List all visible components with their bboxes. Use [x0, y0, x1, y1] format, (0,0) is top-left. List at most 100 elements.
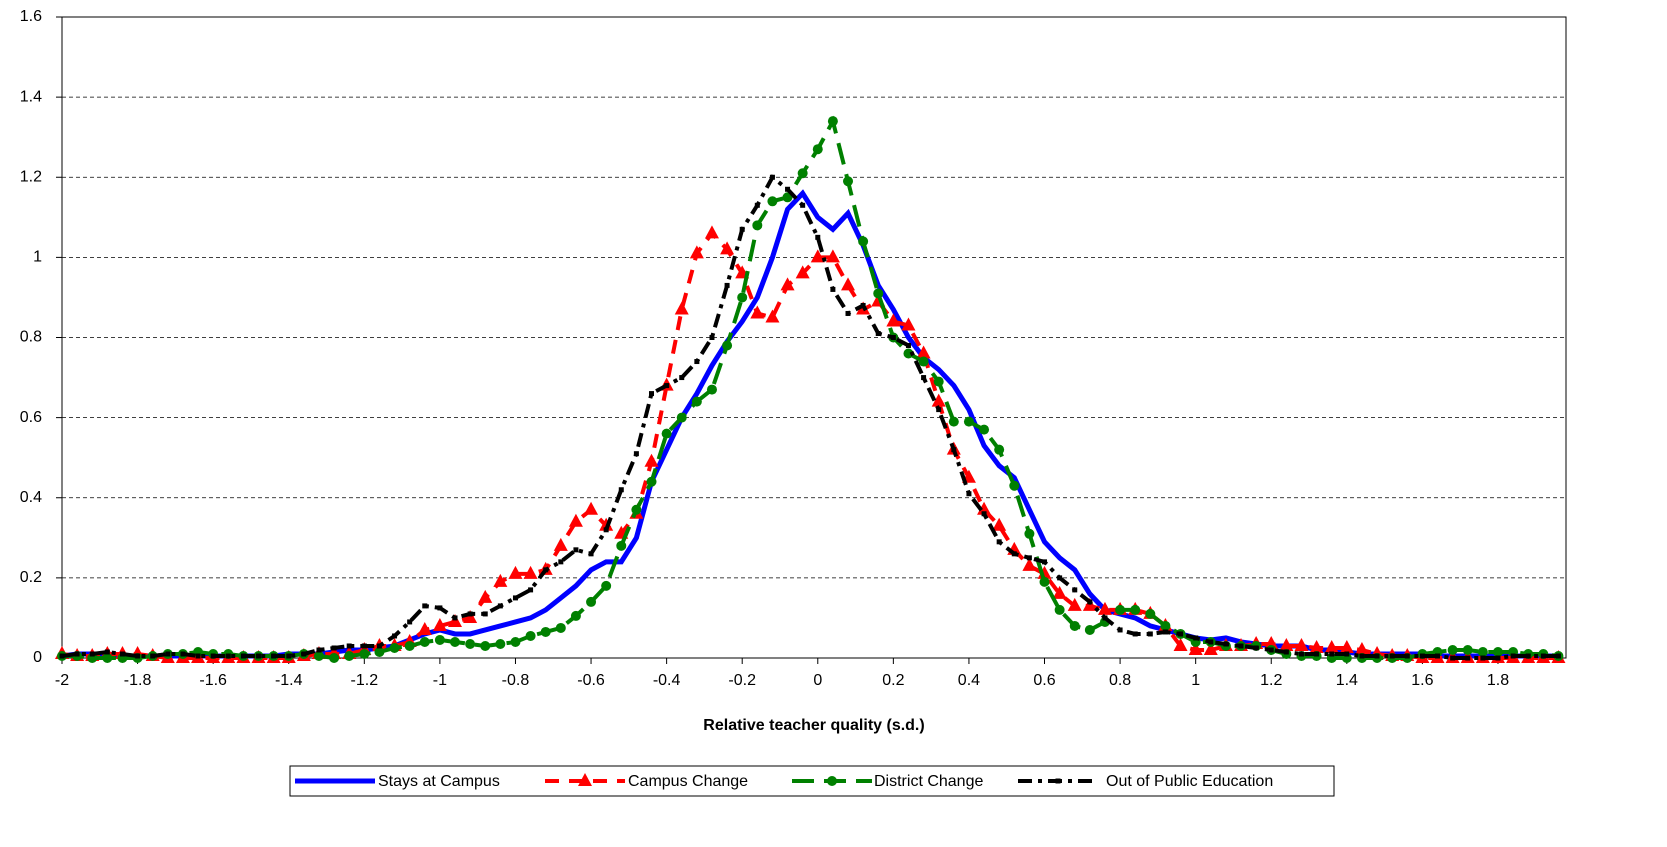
x-tick-label: -0.6	[577, 672, 605, 689]
y-tick-label: 0.8	[20, 329, 42, 346]
marker	[951, 447, 957, 453]
marker	[1011, 551, 1017, 557]
marker	[1480, 655, 1486, 661]
marker	[858, 236, 869, 247]
marker	[644, 453, 659, 467]
marker	[1419, 653, 1425, 659]
marker	[1268, 647, 1274, 653]
marker	[825, 249, 840, 263]
x-tick-label: 1.2	[1260, 672, 1282, 689]
marker	[512, 595, 518, 601]
marker	[417, 621, 432, 635]
marker	[104, 649, 110, 655]
marker	[346, 643, 352, 649]
marker	[558, 559, 564, 565]
marker	[616, 540, 627, 551]
marker	[495, 638, 506, 649]
marker	[633, 451, 639, 457]
marker	[676, 412, 687, 423]
series-line	[61, 230, 1559, 660]
legend-marker	[827, 776, 837, 786]
marker	[210, 653, 216, 659]
marker	[1203, 641, 1218, 655]
marker	[739, 226, 745, 232]
marker	[1329, 651, 1335, 657]
marker	[706, 384, 717, 395]
marker	[119, 651, 125, 657]
marker	[1495, 655, 1501, 661]
marker	[1087, 599, 1093, 605]
marker	[1283, 649, 1289, 655]
marker	[1160, 620, 1171, 631]
marker	[329, 653, 340, 663]
marker	[664, 383, 670, 389]
marker	[1404, 653, 1410, 659]
marker	[601, 580, 612, 591]
marker	[1132, 631, 1138, 637]
marker	[694, 359, 700, 365]
marker	[1324, 639, 1339, 653]
marker	[1173, 637, 1188, 651]
marker	[573, 547, 579, 553]
x-tick-label: -1.8	[124, 672, 152, 689]
x-tick-label: -1.2	[351, 672, 379, 689]
marker	[1314, 651, 1320, 657]
marker	[180, 651, 186, 657]
marker	[1072, 587, 1078, 593]
marker	[588, 551, 594, 557]
marker	[903, 348, 914, 359]
marker	[59, 653, 65, 659]
marker	[948, 416, 959, 427]
marker	[1039, 576, 1050, 587]
marker	[767, 196, 778, 207]
x-tick-label: -0.8	[502, 672, 530, 689]
marker	[661, 428, 672, 439]
marker	[992, 517, 1007, 531]
x-tick-label: -1.6	[199, 672, 227, 689]
marker	[1067, 597, 1082, 611]
series-line	[62, 115, 1559, 661]
marker	[359, 648, 370, 659]
marker	[523, 565, 538, 579]
x-tick-label: -1	[433, 672, 447, 689]
marker	[434, 634, 445, 645]
marker	[603, 527, 609, 533]
marker	[1193, 635, 1199, 641]
marker	[979, 424, 990, 435]
marker	[996, 539, 1002, 545]
x-tick-label: 1	[1191, 672, 1200, 689]
marker	[815, 234, 821, 240]
marker	[873, 288, 884, 299]
marker	[886, 313, 901, 327]
marker	[301, 651, 307, 657]
marker	[1069, 620, 1080, 631]
marker	[344, 650, 355, 661]
y-tick-label: 1.4	[20, 88, 42, 105]
marker	[1344, 651, 1350, 657]
marker	[1264, 635, 1279, 649]
marker	[679, 375, 685, 381]
marker	[1465, 655, 1471, 661]
marker	[1097, 601, 1112, 615]
marker	[845, 310, 851, 316]
legend-label: Stays at Campus	[378, 773, 500, 790]
marker	[74, 651, 80, 657]
marker	[918, 356, 929, 367]
y-tick-label: 0.6	[20, 409, 42, 426]
marker	[432, 617, 447, 631]
marker	[769, 174, 775, 180]
marker	[586, 596, 597, 607]
marker	[827, 116, 838, 127]
marker	[493, 573, 508, 587]
marker	[1279, 637, 1294, 651]
x-tick-label: 0	[813, 672, 822, 689]
marker	[1339, 639, 1354, 653]
x-tick-label: -1.4	[275, 672, 303, 689]
marker	[843, 176, 854, 187]
y-tick-label: 1.2	[20, 168, 42, 185]
marker	[316, 647, 322, 653]
marker	[1450, 655, 1456, 661]
marker	[1102, 615, 1108, 621]
marker	[1130, 604, 1141, 615]
marker	[800, 202, 806, 208]
